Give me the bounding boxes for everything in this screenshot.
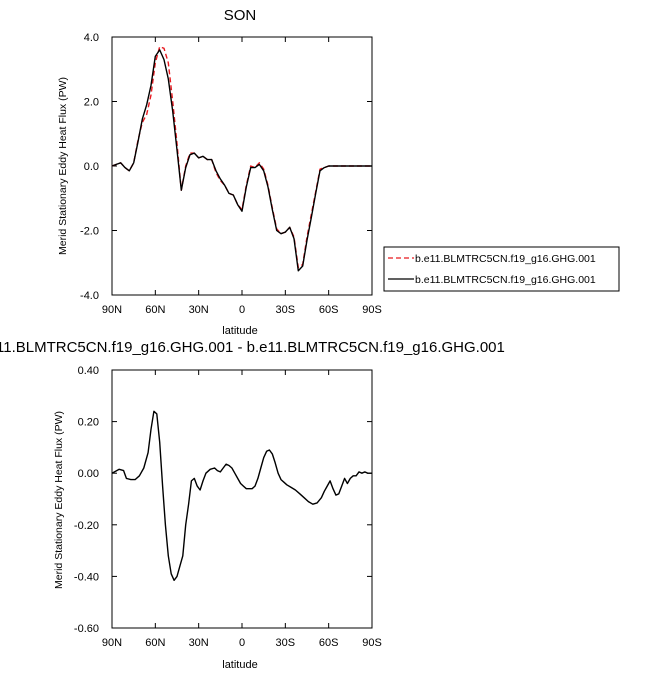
bottom-series-line-1 (111, 410, 372, 581)
top-y-tick-label: 2.0 (84, 97, 99, 109)
top-panel: SON Merid Stationary Eddy Heat Flux (PW)… (57, 7, 382, 337)
top-x-tick-label: 30S (276, 304, 296, 316)
top-y-axis-label: Merid Stationary Eddy Heat Flux (PW) (57, 77, 69, 255)
bottom-panel: b.e11.BLMTRC5CN.f19_g16.GHG.001 - b.e11.… (0, 339, 505, 671)
top-x-tick-label: 90N (102, 304, 122, 316)
top-x-axis-label: latitude (222, 325, 257, 337)
top-x-tick-label: 60S (319, 304, 339, 316)
bottom-y-tick-label: 0.20 (78, 417, 99, 429)
bottom-x-axis-label: latitude (222, 659, 257, 671)
bottom-x-tick-label: 90S (362, 637, 382, 649)
top-y-tick-label: -2.0 (80, 226, 99, 238)
top-chart-title: SON (224, 7, 257, 24)
bottom-y-tick-label: 0.40 (78, 365, 99, 377)
legend-entry-label: b.e11.BLMTRC5CN.f19_g16.GHG.001 (415, 253, 596, 265)
bottom-y-tick-label: -0.60 (74, 623, 99, 635)
legend-box (383, 246, 620, 292)
top-x-tick-label: 60N (145, 304, 165, 316)
top-x-tick-label: 90S (362, 304, 382, 316)
top-series-line-1 (111, 46, 372, 269)
bottom-x-tick-label: 30S (276, 637, 296, 649)
bottom-x-tick-label: 90N (102, 637, 122, 649)
bottom-chart-title: b.e11.BLMTRC5CN.f19_g16.GHG.001 - b.e11.… (0, 339, 505, 356)
top-x-tick-label: 0 (239, 304, 245, 316)
bottom-y-axis-label: Merid Stationary Eddy Heat Flux (PW) (53, 411, 65, 589)
bottom-x-tick-label: 60N (145, 637, 165, 649)
bottom-x-tick-label: 60S (319, 637, 339, 649)
bottom-y-tick-label: -0.20 (74, 520, 99, 532)
legend-entry-label: b.e11.BLMTRC5CN.f19_g16.GHG.001 (415, 274, 596, 286)
bottom-x-tick-label: 0 (239, 637, 245, 649)
top-y-tick-label: -4.0 (80, 290, 99, 302)
top-y-tick-label: 0.0 (84, 161, 99, 173)
top-series-line-2 (111, 49, 372, 272)
bottom-plot-frame (111, 369, 373, 629)
top-x-tick-label: 30N (189, 304, 209, 316)
top-y-tick-label: 4.0 (84, 32, 99, 44)
bottom-y-tick-label: 0.00 (78, 468, 99, 480)
bottom-y-tick-label: -0.40 (74, 571, 99, 583)
legend: b.e11.BLMTRC5CN.f19_g16.GHG.001 b.e11.BL… (383, 246, 620, 292)
bottom-x-tick-label: 30N (189, 637, 209, 649)
